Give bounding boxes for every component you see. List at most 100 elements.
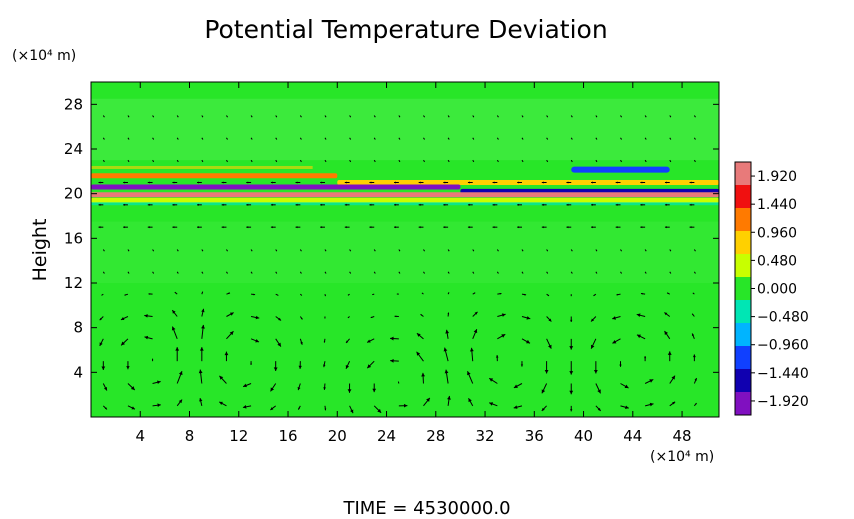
vector-arrow-105 — [275, 249, 278, 252]
vector-arrow-103 — [275, 293, 279, 296]
vector-arrow-315 — [644, 249, 647, 252]
vector-arrow-9 — [98, 203, 104, 206]
vector-arrow-7 — [102, 249, 105, 252]
vector-arrow-303 — [615, 203, 621, 206]
vector-arrow-159 — [372, 293, 375, 296]
vector-arrow-175 — [398, 249, 401, 252]
vector-arrow-42 — [176, 399, 183, 407]
vector-arrow-167 — [373, 115, 376, 118]
colorbar-swatch-6 — [735, 300, 751, 324]
vector-arrow-65 — [197, 203, 202, 206]
vector-arrow-46 — [171, 309, 178, 317]
x-tick-label-2: 12 — [229, 427, 248, 445]
vector-arrow-309 — [644, 379, 654, 384]
vector-arrow-297 — [612, 338, 621, 344]
vector-arrow-333 — [669, 159, 672, 163]
vector-arrow-117 — [300, 293, 303, 296]
vector-arrow-334 — [669, 137, 672, 140]
vector-arrow-305 — [620, 159, 623, 163]
vector-arrow-78 — [221, 226, 227, 229]
vector-arrow-343 — [693, 249, 696, 252]
vector-arrow-163 — [369, 203, 375, 206]
vector-arrow-284 — [590, 316, 597, 322]
vector-arrow-123 — [299, 159, 302, 163]
vector-arrow-16 — [126, 361, 130, 370]
heatmap-mid-shade — [91, 221, 719, 283]
vector-arrow-75 — [226, 292, 231, 295]
vector-arrow-155 — [372, 383, 377, 393]
vector-arrow-216 — [472, 271, 475, 274]
vector-arrow-202 — [447, 271, 450, 274]
vector-arrow-50 — [172, 226, 178, 229]
vector-arrow-296 — [619, 361, 622, 367]
vector-arrow-171 — [390, 336, 399, 341]
vector-arrow-154 — [373, 405, 382, 414]
vector-arrow-337 — [693, 377, 697, 384]
vector-arrow-98 — [270, 405, 277, 411]
vector-arrow-182 — [423, 397, 431, 407]
vector-arrow-174 — [398, 271, 401, 274]
vector-arrow-332 — [664, 181, 670, 184]
vector-arrow-184 — [416, 351, 424, 362]
vector-arrow-242 — [521, 316, 531, 320]
vector-arrow-220 — [467, 181, 473, 184]
vector-arrow-340 — [691, 313, 695, 317]
vector-arrow-304 — [615, 181, 621, 184]
vector-arrow-140 — [349, 405, 354, 414]
colorbar-swatch-10 — [735, 392, 751, 416]
vector-arrow-72 — [224, 351, 229, 362]
vector-arrow-255 — [546, 338, 552, 349]
vector-arrow-261 — [541, 203, 547, 206]
heatmap-band-4 — [91, 192, 719, 198]
vector-arrow-139 — [324, 115, 327, 118]
heatmap-band-1 — [337, 180, 719, 185]
heatmap-band-2 — [91, 184, 461, 190]
vector-arrow-229 — [497, 292, 502, 295]
colorbar-swatch-7 — [735, 323, 751, 347]
vector-arrow-1 — [102, 383, 108, 391]
vector-arrow-236 — [496, 137, 499, 140]
vector-arrow-231 — [496, 249, 499, 252]
vector-arrow-52 — [172, 181, 178, 184]
vector-arrow-173 — [396, 293, 399, 295]
y-tick-label-1: 8 — [73, 319, 83, 337]
colorbar-label-5: −0.480 — [757, 310, 809, 326]
vector-arrow-37 — [147, 203, 153, 206]
vector-arrow-183 — [421, 372, 426, 384]
y-tick-label-6: 28 — [64, 95, 83, 113]
colorbar-swatch-8 — [735, 346, 751, 370]
vector-arrow-132 — [324, 271, 327, 274]
vector-arrow-235 — [496, 159, 499, 163]
vector-arrow-226 — [495, 355, 499, 362]
vector-arrow-248 — [517, 181, 522, 184]
vector-arrow-194 — [423, 137, 425, 140]
vector-arrow-200 — [447, 312, 450, 317]
vector-arrow-244 — [521, 271, 524, 274]
vector-arrow-12 — [102, 137, 105, 140]
vector-arrow-274 — [566, 226, 572, 229]
vector-arrow-237 — [496, 115, 499, 118]
vector-arrow-113 — [297, 383, 301, 391]
vector-arrow-14 — [127, 405, 136, 410]
vector-arrow-134 — [320, 226, 325, 229]
colorbar-label-2: 0.960 — [757, 225, 797, 241]
vector-arrow-164 — [369, 181, 375, 184]
vector-arrow-170 — [390, 358, 399, 363]
vector-arrow-275 — [566, 203, 572, 206]
vector-arrow-246 — [517, 226, 522, 229]
y-tick-label-5: 24 — [64, 140, 83, 158]
vector-arrow-342 — [693, 271, 696, 274]
vector-arrow-148 — [344, 226, 350, 229]
vector-arrow-22 — [123, 226, 128, 229]
vector-arrow-271 — [570, 294, 572, 297]
vector-arrow-53 — [176, 159, 179, 163]
vector-arrow-18 — [120, 316, 129, 321]
vector-arrow-325 — [664, 330, 671, 340]
vector-arrow-282 — [593, 361, 598, 374]
vector-arrow-270 — [570, 316, 573, 323]
vector-arrow-326 — [664, 312, 671, 317]
colorbar-swatch-1 — [735, 185, 751, 209]
y-tick-label-3: 16 — [64, 229, 83, 247]
vector-arrow-314 — [644, 271, 647, 274]
